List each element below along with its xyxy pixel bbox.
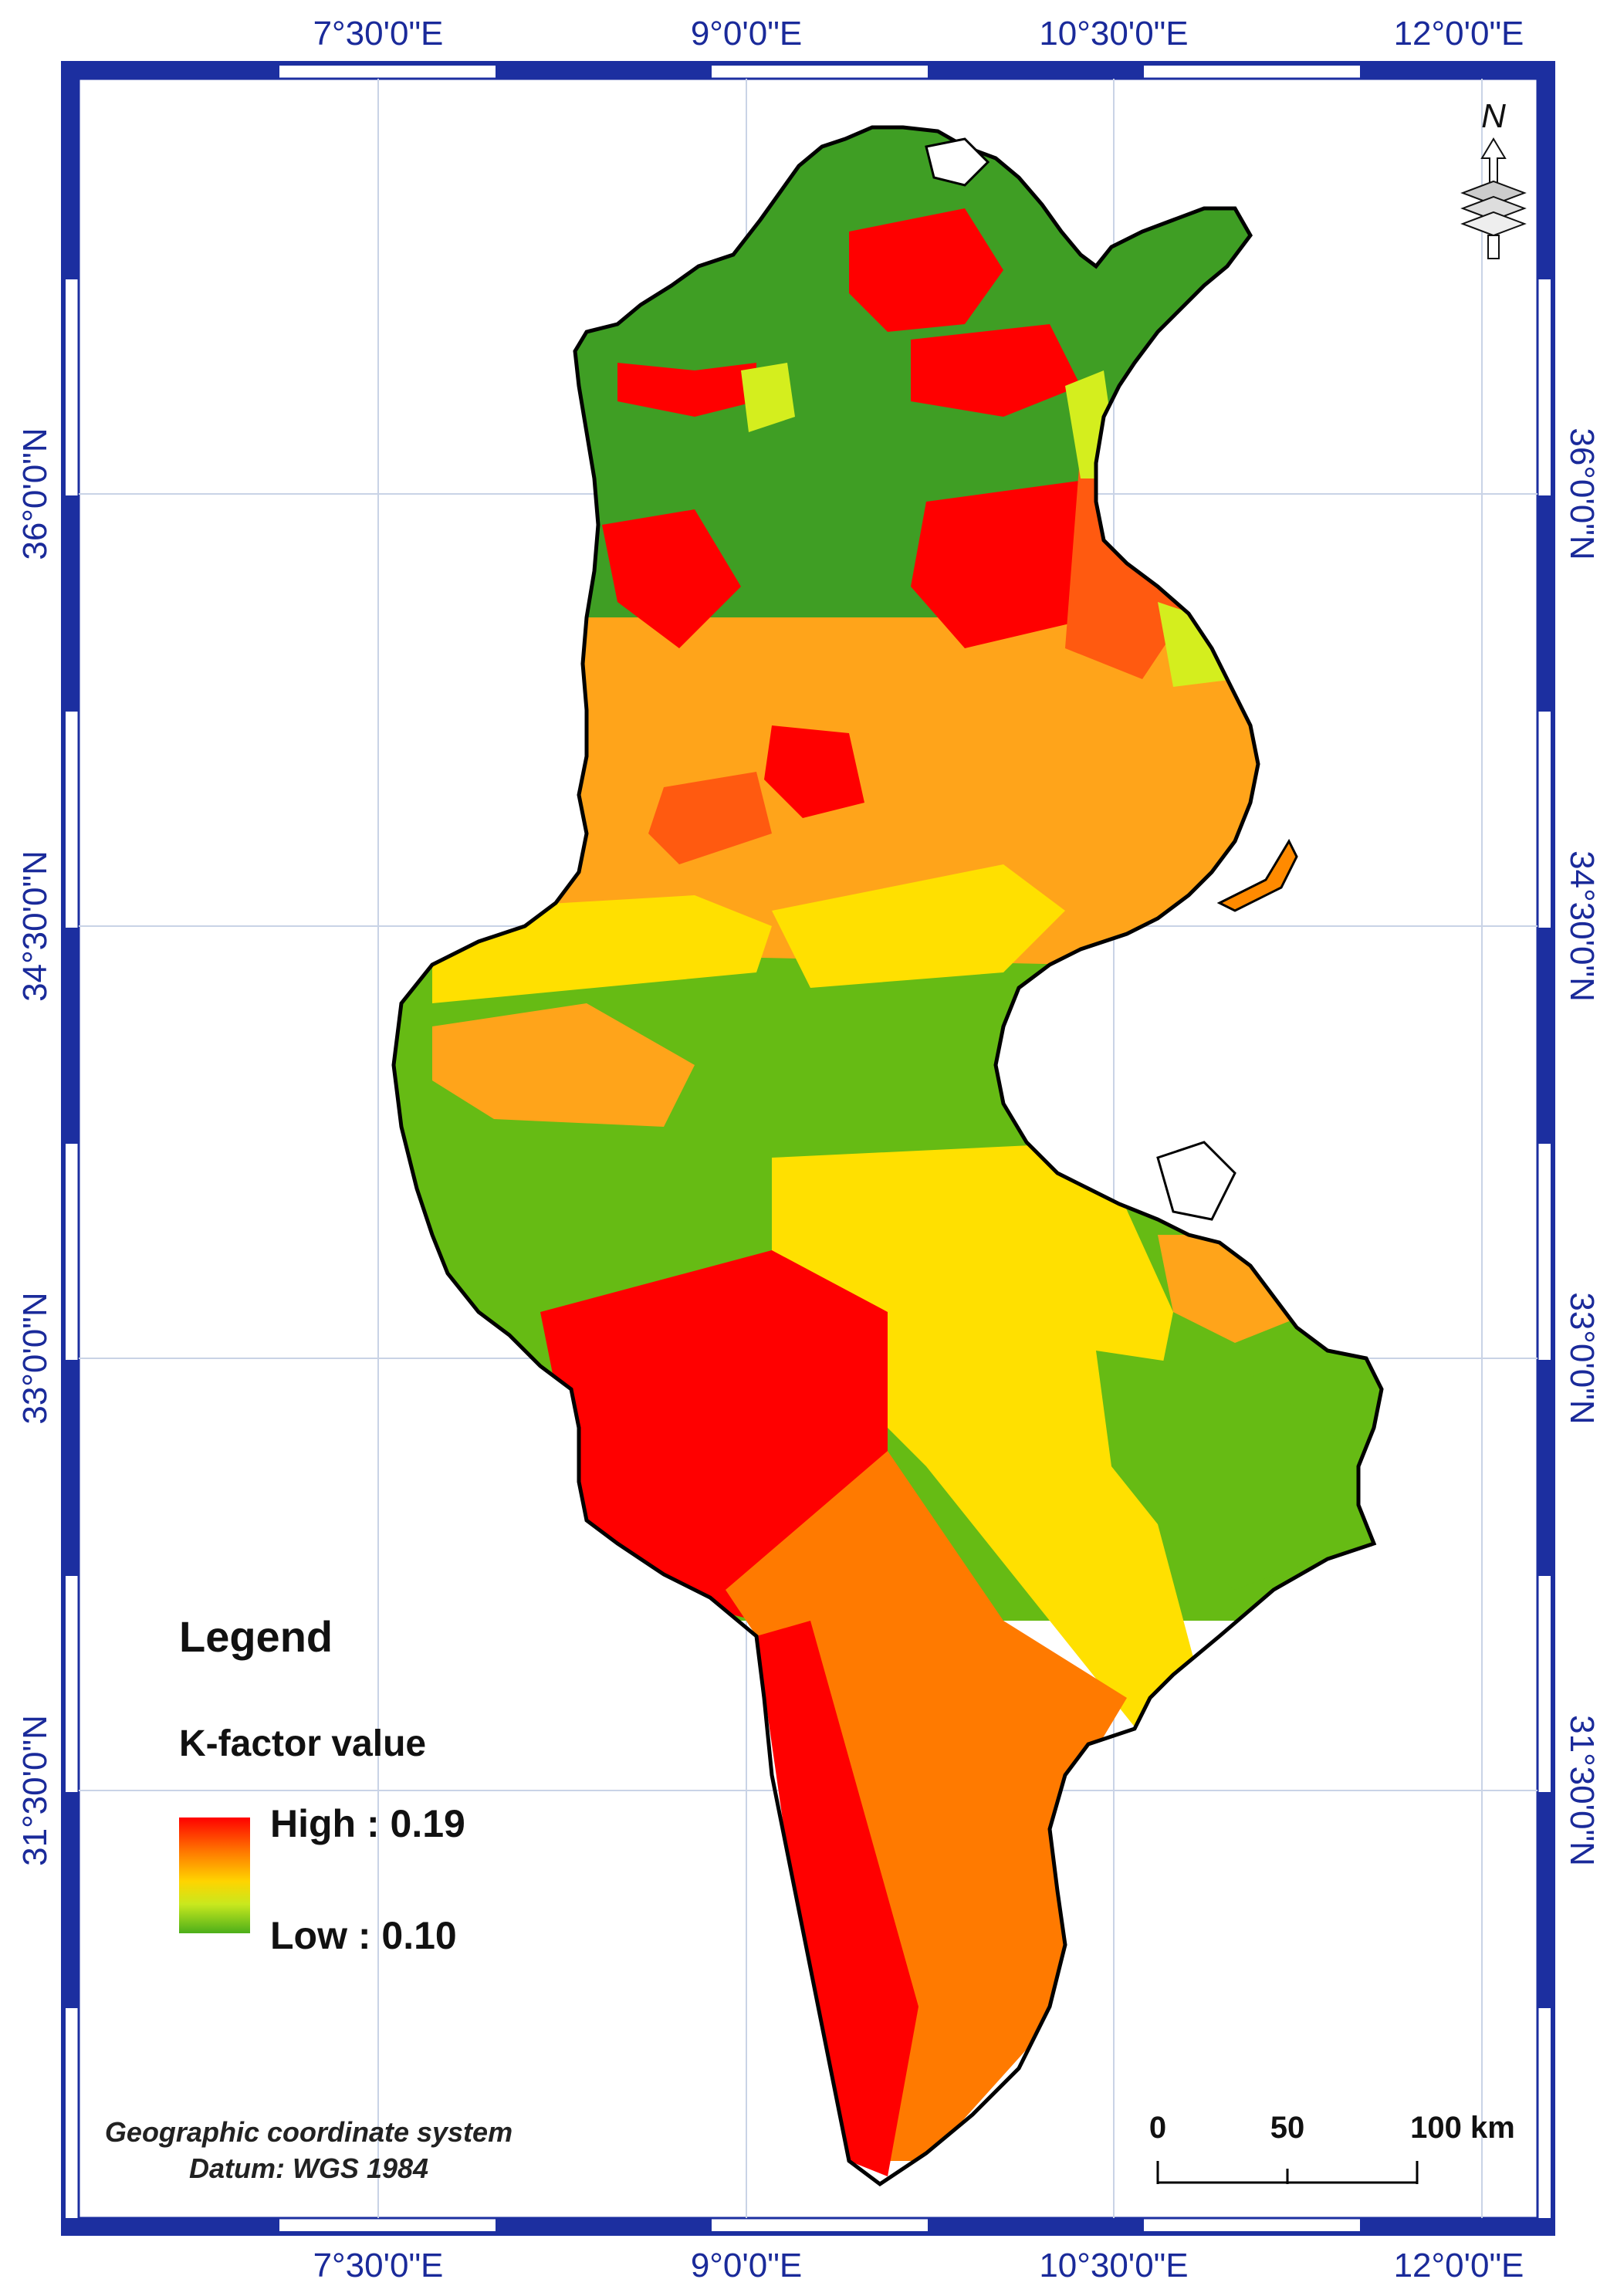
longitude-labels-top: 7°30'0"E 9°0'0"E 10°30'0"E 12°0'0"E xyxy=(313,15,1524,52)
zone-north-red-4 xyxy=(602,509,741,648)
scale-label-100: 100 km xyxy=(1410,2111,1515,2145)
lat-label-left-4: 31°30'0"N xyxy=(16,1715,54,1866)
zone-southeast-green xyxy=(1096,1351,1374,1590)
bizerte-lake xyxy=(925,137,990,187)
lon-label-top-1: 7°30'0"E xyxy=(313,15,444,52)
lat-label-right-3: 33°0'0"N xyxy=(1563,1292,1601,1424)
legend-title: Legend xyxy=(179,1612,333,1661)
lat-label-left-1: 36°0'0"N xyxy=(16,428,54,560)
legend-high-label: High : 0.19 xyxy=(270,1802,465,1845)
zone-center-yellow xyxy=(772,1142,1204,1736)
legend-low-label: Low : 0.10 xyxy=(270,1914,457,1957)
zone-south-orange xyxy=(726,1451,1127,2161)
datum-label: Datum: WGS 1984 xyxy=(189,2152,428,2184)
legend-color-ramp xyxy=(179,1818,250,1933)
lon-label-bottom-3: 10°30'0"E xyxy=(1039,2247,1188,2284)
lon-label-bottom-1: 7°30'0"E xyxy=(313,2247,444,2284)
legend: Legend K-factor value High : 0.19 Low : … xyxy=(179,1612,465,1957)
coordinate-system-label: Geographic coordinate system xyxy=(105,2116,513,2148)
islands xyxy=(925,137,1298,1221)
zone-north-red-2 xyxy=(849,208,1003,332)
djerba-lagoon xyxy=(1156,1141,1236,1221)
zone-west-orange xyxy=(432,1003,695,1127)
tunisia-outline xyxy=(391,125,1384,2187)
lat-label-left-2: 34°30'0"N xyxy=(16,850,54,1002)
longitude-labels-bottom: 7°30'0"E 9°0'0"E 10°30'0"E 12°0'0"E xyxy=(313,2247,1524,2284)
lon-label-top-2: 9°0'0"E xyxy=(691,15,802,52)
zone-south-red-strip xyxy=(756,1621,918,2176)
scale-label-50: 50 xyxy=(1270,2111,1305,2145)
scale-bar: 0 50 100 km xyxy=(1149,2111,1515,2184)
latitude-labels-left: 36°0'0"N 34°30'0"N 33°0'0"N 31°30'0"N xyxy=(16,428,54,1866)
zone-central-orange-red xyxy=(648,772,772,864)
legend-variable: K-factor value xyxy=(179,1723,426,1764)
lon-label-bottom-4: 12°0'0"E xyxy=(1394,2247,1524,2284)
north-arrow-icon: N xyxy=(1460,97,1527,259)
coordinate-info: Geographic coordinate system Datum: WGS … xyxy=(105,2116,513,2184)
scale-label-0: 0 xyxy=(1149,2111,1166,2145)
lat-label-right-2: 34°30'0"N xyxy=(1563,850,1601,1002)
lon-label-bottom-2: 9°0'0"E xyxy=(691,2247,802,2284)
lat-label-left-3: 33°0'0"N xyxy=(16,1292,54,1424)
zone-central-red xyxy=(764,725,864,818)
lon-label-top-3: 10°30'0"E xyxy=(1039,15,1188,52)
lon-label-top-4: 12°0'0"E xyxy=(1394,15,1524,52)
lat-label-right-4: 31°30'0"N xyxy=(1563,1715,1601,1866)
kerkennah-island xyxy=(1216,838,1298,912)
zone-north-red-3 xyxy=(911,324,1081,417)
north-letter: N xyxy=(1481,97,1506,135)
zone-yellowgreen-3 xyxy=(1158,602,1235,687)
zone-central-yellow xyxy=(772,864,1065,988)
zone-north-red-1 xyxy=(617,363,756,417)
lat-label-right-1: 36°0'0"N xyxy=(1563,428,1601,560)
latitude-labels-right: 36°0'0"N 34°30'0"N 33°0'0"N 31°30'0"N xyxy=(1563,428,1601,1866)
zone-yellowgreen-1 xyxy=(741,363,795,432)
